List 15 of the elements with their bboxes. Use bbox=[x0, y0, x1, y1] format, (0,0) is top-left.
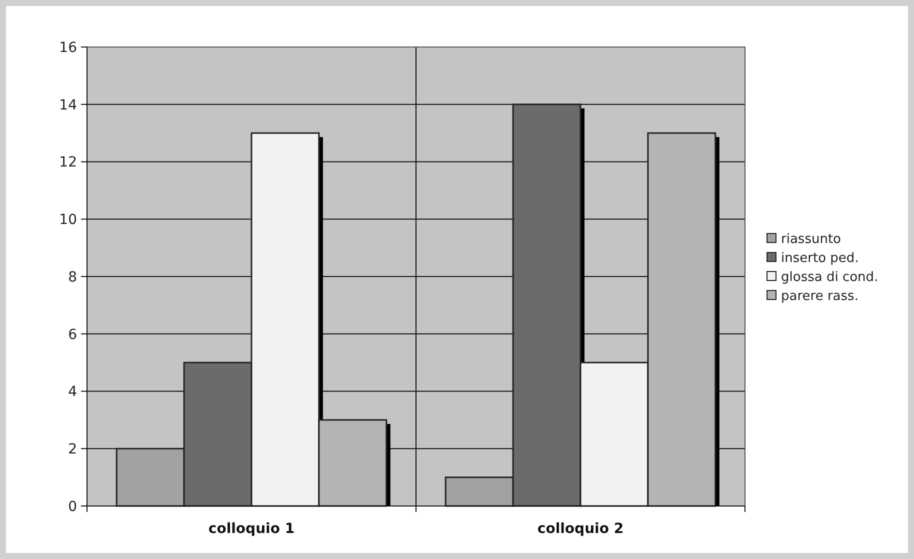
y-tick-label: 2 bbox=[68, 442, 77, 458]
legend-label: inserto ped. bbox=[781, 251, 859, 266]
x-tick-label: colloquio 2 bbox=[537, 521, 624, 537]
legend-label: riassunto bbox=[781, 232, 842, 248]
x-tick-label: colloquio 1 bbox=[208, 521, 295, 537]
y-tick-label: 10 bbox=[59, 212, 77, 228]
legend-label: parere rass. bbox=[781, 289, 858, 304]
y-tick-label: 16 bbox=[59, 40, 78, 56]
y-tick-label: 4 bbox=[68, 384, 78, 400]
y-tick-label: 12 bbox=[59, 154, 77, 171]
y-tick-label: 6 bbox=[68, 326, 78, 343]
legend-label: glossa di cond. bbox=[781, 270, 878, 286]
y-tick-label: 8 bbox=[68, 269, 77, 286]
y-tick-label: 14 bbox=[59, 97, 78, 114]
y-tick-label: 0 bbox=[68, 498, 77, 515]
